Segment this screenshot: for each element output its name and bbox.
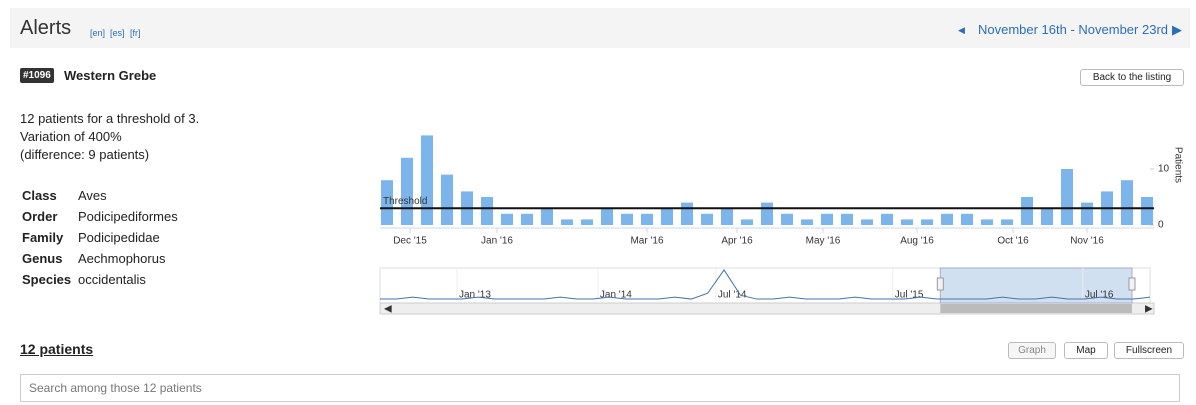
x-tick-label: Dec '15 (393, 236, 427, 247)
scroll-left[interactable]: ◀ (384, 304, 392, 315)
taxon: Podicipediformes (78, 209, 178, 224)
bar (581, 219, 593, 225)
taxon: occidentalis (78, 272, 146, 287)
bar (721, 208, 733, 225)
threshold-label: Threshold (383, 196, 427, 207)
bar (1141, 197, 1153, 225)
rank: Species (22, 272, 72, 287)
bar (961, 213, 973, 225)
navigator-tick-label: Jan '14 (600, 290, 632, 301)
bar (401, 157, 413, 225)
taxon: Podicipedidae (78, 230, 160, 245)
bar (1121, 180, 1133, 225)
back-button[interactable]: Back to the listing (1080, 69, 1184, 86)
prev-arrow[interactable]: ◀ (958, 25, 965, 35)
y-tick-label: 10 (1158, 164, 1170, 175)
bar (821, 213, 833, 225)
bar (841, 213, 853, 225)
navigator-tick-label: Jul '14 (718, 290, 747, 301)
x-tick-label: Aug '16 (900, 236, 934, 247)
alert-id: #1096 (20, 68, 54, 83)
bar (421, 135, 433, 225)
bar (1061, 169, 1073, 225)
taxon: Aechmophorus (78, 251, 166, 266)
bar (1021, 197, 1033, 225)
bar (561, 219, 573, 225)
bar (601, 208, 613, 225)
navigator-handle (936, 277, 944, 291)
scrollbar-thumb (940, 304, 1132, 313)
lang-link[interactable]: [en] (90, 28, 106, 38)
bar (1001, 219, 1013, 225)
header-bar (10, 8, 1190, 48)
x-tick-label: May '16 (806, 236, 841, 247)
x-tick-label: Mar '16 (630, 236, 663, 247)
navigator-handle (1128, 277, 1136, 291)
taxon: Aves (78, 188, 107, 203)
bar (381, 180, 393, 225)
graph-button[interactable]: Graph (1008, 342, 1056, 359)
bar (901, 219, 913, 225)
fullscreen-button[interactable]: Fullscreen (1114, 342, 1184, 359)
bar (661, 208, 673, 225)
bar (521, 213, 533, 225)
bar (781, 213, 793, 225)
y-axis-title: Patients (1172, 147, 1183, 183)
summary-line: Variation of 400% (20, 129, 122, 144)
map-button[interactable]: Map (1064, 342, 1108, 359)
bar (861, 219, 873, 225)
y-tick-label: 0 (1158, 220, 1164, 231)
bar (441, 174, 453, 225)
bar (741, 219, 753, 225)
bar (481, 197, 493, 225)
bar (681, 202, 693, 225)
bar (501, 213, 513, 225)
bar (801, 219, 813, 225)
search-input[interactable] (20, 374, 1180, 402)
bar (621, 213, 633, 225)
species-name: Western Grebe (64, 68, 157, 83)
rank: Order (22, 209, 58, 224)
x-tick-label: Apr '16 (721, 236, 753, 247)
patients-heading[interactable]: 12 patients (20, 341, 94, 357)
bar (1081, 202, 1093, 225)
bar (881, 213, 893, 225)
summary-line: 12 patients for a threshold of 3. (20, 111, 200, 126)
lang-link[interactable]: [fr] (130, 28, 141, 38)
bar (921, 219, 933, 225)
next-arrow[interactable]: ▶ (1172, 22, 1182, 37)
bar (1041, 208, 1053, 225)
summary-line: (difference: 9 patients) (20, 147, 150, 162)
navigator-tick-label: Jul '15 (895, 290, 924, 301)
bar (761, 202, 773, 225)
rank: Family (22, 230, 64, 245)
rank: Genus (22, 251, 63, 266)
bar (981, 219, 993, 225)
x-tick-label: Jan '16 (481, 236, 513, 247)
period-link[interactable]: November 16th - November 23rd (977, 22, 1168, 37)
scrollbar-track[interactable] (379, 302, 1155, 315)
x-tick-label: Nov '16 (1070, 236, 1104, 247)
page-title: Alerts (20, 17, 72, 39)
rank: Class (22, 188, 57, 203)
bar (641, 213, 653, 225)
bar (701, 213, 713, 225)
x-tick-label: Oct '16 (997, 236, 1029, 247)
lang-link[interactable]: [es] (110, 28, 125, 38)
navigator-tick-label: Jul '16 (1085, 290, 1114, 301)
navigator-tick-label: Jan '13 (459, 290, 491, 301)
bar (941, 213, 953, 225)
navigator-line (380, 269, 1151, 300)
scroll-right[interactable]: ▶ (1145, 304, 1153, 315)
bar (541, 208, 553, 225)
